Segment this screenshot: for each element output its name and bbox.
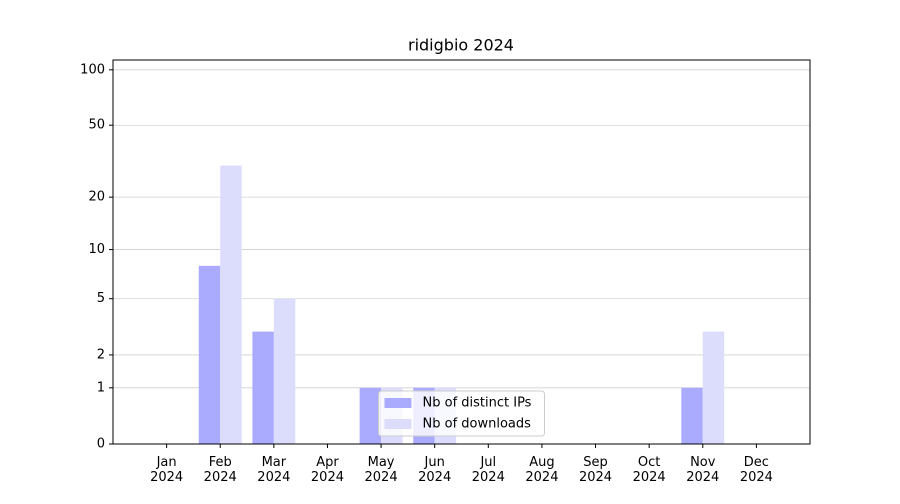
x-tick-label-line: Apr [316, 455, 339, 470]
x-tick-label-line: May [368, 455, 395, 470]
bar [198, 265, 221, 444]
x-tick-label-line: Jan [156, 455, 177, 470]
x-tick-label-line: Feb [209, 455, 232, 470]
bar [252, 331, 274, 444]
plot-frame [112, 59, 811, 445]
y-tick-label: 1 [97, 380, 105, 395]
x-tick-label: Jan 2024 [150, 455, 183, 485]
x-tick-label-line: 2024 [204, 470, 237, 485]
chart-title: ridigbio 2024 [408, 36, 514, 55]
x-tick-label-line: Oct [638, 455, 660, 470]
x-tick-label: Jul 2024 [472, 455, 505, 485]
x-tick-label-line: Jul [479, 455, 496, 470]
x-tick-label-line: 2024 [525, 470, 558, 485]
x-tick-label: Feb 2024 [204, 455, 237, 485]
y-tick-label: 5 [97, 291, 105, 306]
y-tick-label: 50 [88, 118, 105, 133]
legend-frame [378, 390, 545, 437]
x-tick-label-line: 2024 [472, 470, 505, 485]
x-tick-label-line: 2024 [740, 470, 773, 485]
x-tick-label-line: 2024 [365, 470, 398, 485]
x-tick-label-line: Dec [744, 455, 769, 470]
legend-label: Nb of downloads [423, 417, 532, 432]
x-tick-label: Mar 2024 [257, 455, 290, 485]
x-tick-label-line: Jun [424, 455, 445, 470]
legend-swatch [384, 419, 412, 429]
x-tick-label-line: 2024 [633, 470, 666, 485]
x-tick-label: Nov 2024 [686, 455, 719, 485]
x-tick-label-line: 2024 [257, 470, 290, 485]
y-tick-label: 2 [97, 347, 105, 362]
x-tick-label: Dec 2024 [740, 455, 773, 485]
x-tick-label: Aug 2024 [525, 455, 558, 485]
bar [681, 387, 703, 444]
x-tick-label: Oct 2024 [633, 455, 666, 485]
legend-label: Nb of distinct IPs [423, 396, 532, 411]
x-tick-label: Sep 2024 [579, 455, 612, 485]
legend-swatch [384, 398, 412, 408]
bar [702, 331, 725, 444]
x-tick-label: Jun 2024 [418, 455, 451, 485]
x-tick-label-line: Nov [690, 455, 716, 470]
x-tick-label-line: Sep [583, 455, 608, 470]
x-tick-label-line: Mar [262, 455, 287, 470]
x-tick-label: Apr 2024 [311, 455, 344, 485]
x-tick-label: May 2024 [365, 455, 398, 485]
x-tick-label-line: 2024 [418, 470, 451, 485]
legend: Nb of distinct IPs Nb of downloads [378, 390, 545, 437]
x-tick-label-line: Aug [529, 455, 554, 470]
bar [220, 165, 242, 445]
x-tick-label-line: 2024 [150, 470, 183, 485]
x-tick-label-line: 2024 [311, 470, 344, 485]
bar [273, 298, 296, 444]
bar [359, 387, 382, 444]
y-tick-label: 20 [88, 190, 105, 205]
x-tick-label-line: 2024 [686, 470, 719, 485]
y-tick-label: 0 [97, 437, 105, 452]
y-tick-label: 10 [88, 242, 105, 257]
y-tick-label: 100 [80, 62, 105, 77]
x-tick-label-line: 2024 [579, 470, 612, 485]
